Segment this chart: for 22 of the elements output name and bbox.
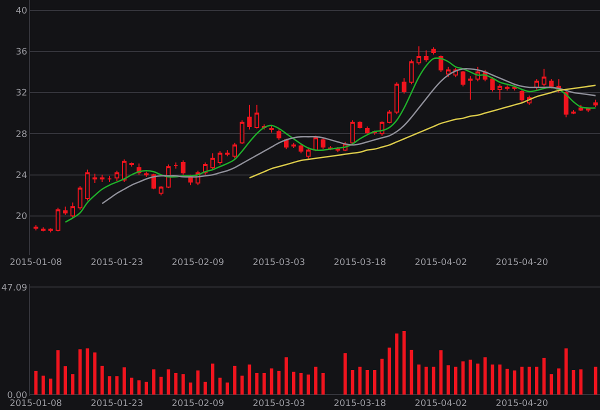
y-tick-label: 40 (16, 6, 28, 16)
x-tick-label: 2015-01-23 (90, 399, 144, 409)
x-tick-label: 2015-01-08 (10, 258, 62, 268)
x-tick-label: 2015-01-08 (10, 399, 62, 409)
y-tick-label: 0.00 (7, 390, 28, 401)
x-tick-label: 2015-01-23 (90, 258, 144, 268)
y-tick-label: 36 (16, 48, 28, 58)
x-tick-label: 2015-02-09 (172, 258, 224, 268)
y-tick-label: 47.09 (1, 283, 28, 294)
y-tick-label: 24 (16, 170, 28, 181)
x-tick-label: 2015-04-20 (496, 258, 548, 268)
y-tick-label: 28 (16, 130, 28, 140)
x-tick-label: 2015-04-20 (496, 399, 548, 409)
y-tick-label: 20 (16, 212, 28, 222)
x-tick-label: 2015-04-02 (414, 258, 468, 268)
x-tick-label: 2015-03-18 (334, 258, 386, 268)
x-tick-label: 2015-03-03 (252, 258, 306, 268)
x-tick-label: 2015-02-09 (172, 399, 224, 409)
x-tick-label: 2015-03-03 (252, 399, 306, 409)
x-tick-label: 2015-03-18 (334, 399, 386, 409)
y-tick-label: 32 (16, 88, 28, 99)
x-tick-label: 2015-04-02 (414, 399, 468, 409)
